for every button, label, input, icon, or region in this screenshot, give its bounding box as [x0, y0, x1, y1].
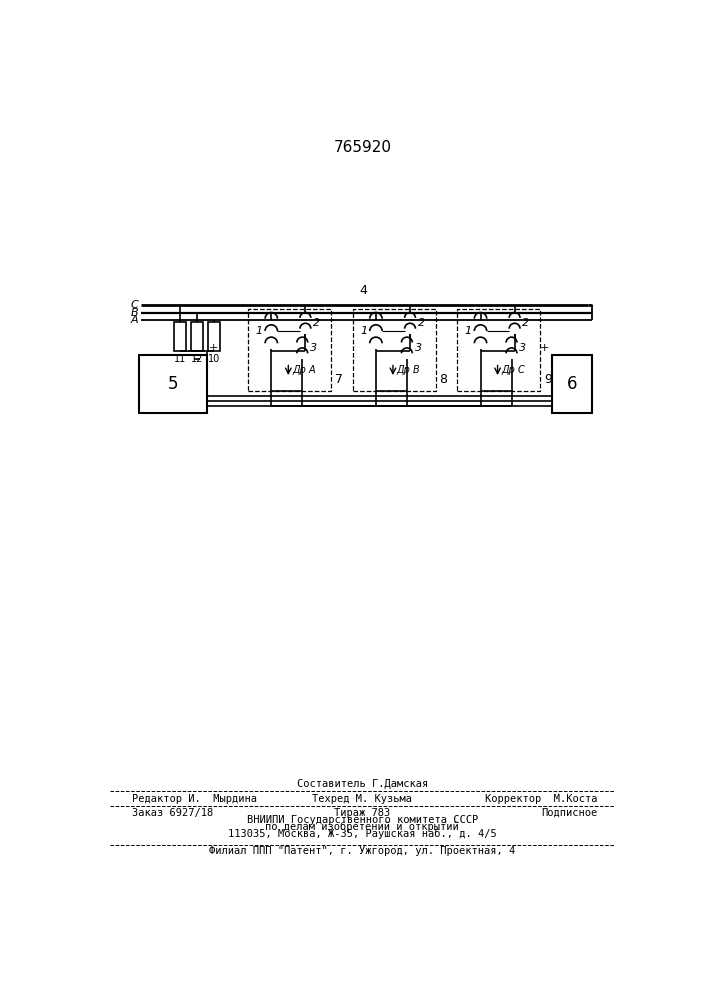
Text: 765920: 765920 [333, 140, 392, 155]
Text: 1: 1 [256, 326, 263, 336]
Bar [174, 322, 186, 351]
Text: Техред М. Кузьма: Техред М. Кузьма [312, 794, 412, 804]
Text: 4: 4 [360, 284, 368, 297]
Text: 12: 12 [191, 354, 203, 364]
Text: Корректор  М.Коста: Корректор М.Коста [486, 794, 598, 804]
Text: 7: 7 [335, 373, 343, 386]
Text: 11: 11 [174, 354, 186, 364]
Text: Филиал ППП "Патент", г. Ужгород, ул. Проектная, 4: Филиал ППП "Патент", г. Ужгород, ул. Про… [209, 846, 515, 856]
Text: 2: 2 [522, 318, 530, 328]
Text: +: + [209, 343, 218, 353]
Text: B: B [130, 308, 138, 318]
Text: Др A: Др A [292, 365, 316, 375]
Text: 2: 2 [418, 318, 425, 328]
Text: 5: 5 [168, 375, 178, 393]
Text: 113035, Москва, Ж-35, Раушская наб., д. 4/5: 113035, Москва, Ж-35, Раушская наб., д. … [228, 829, 497, 839]
Bar [552, 355, 592, 413]
Text: Др B: Др B [397, 365, 421, 375]
Text: Составитель Г.Дамская: Составитель Г.Дамская [297, 779, 428, 789]
Text: 2: 2 [313, 318, 320, 328]
Text: Подписное: Подписное [542, 808, 598, 818]
Text: ВНИИПИ Государственного комитета СССР: ВНИИПИ Государственного комитета СССР [247, 815, 478, 825]
Text: Др C: Др C [501, 365, 525, 375]
Bar [139, 355, 207, 413]
Text: 3: 3 [310, 343, 317, 353]
Text: по делам изобретений и открытий: по делам изобретений и открытий [265, 822, 460, 832]
Bar [191, 322, 203, 351]
Text: 8: 8 [440, 373, 448, 386]
Text: Заказ 6927/18: Заказ 6927/18 [132, 808, 214, 818]
Text: Редактор И.  Мырдина: Редактор И. Мырдина [132, 794, 257, 804]
Bar [353, 309, 436, 391]
Text: C: C [130, 300, 138, 310]
Bar [208, 322, 220, 351]
Bar [248, 309, 331, 391]
Text: 3: 3 [414, 343, 422, 353]
Text: +: + [540, 343, 549, 353]
Text: 1: 1 [361, 326, 368, 336]
Text: 1: 1 [465, 326, 472, 336]
Text: Тираж 783: Тираж 783 [334, 808, 390, 818]
Text: A: A [130, 315, 138, 325]
Text: 10: 10 [208, 354, 220, 364]
Text: 9: 9 [544, 373, 552, 386]
Text: 6: 6 [567, 375, 577, 393]
Text: 3: 3 [519, 343, 527, 353]
Bar [457, 309, 540, 391]
